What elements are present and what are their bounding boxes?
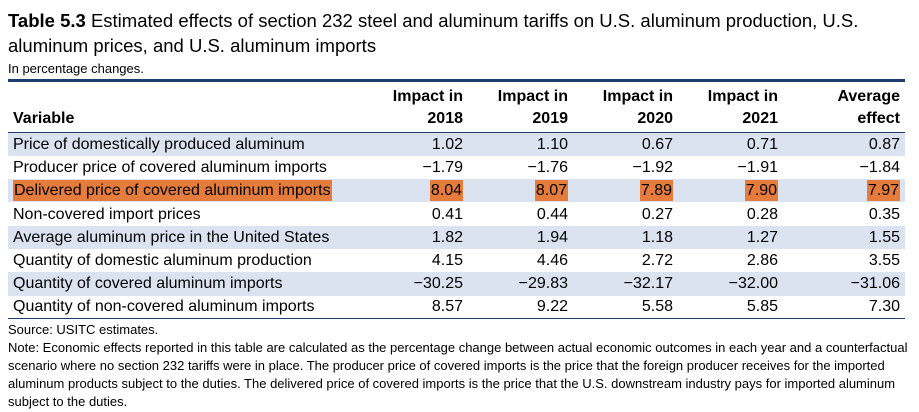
- cell-2021: −1.91: [737, 158, 778, 176]
- cell-2020: 1.18: [573, 225, 678, 249]
- cell-average: 7.97: [783, 179, 905, 203]
- cell-average: 7.30: [868, 298, 900, 316]
- cell-2018: 0.41: [431, 205, 463, 223]
- row-label: Average aluminum price in the United Sta…: [8, 225, 363, 249]
- cell-2021: 5.85: [746, 298, 778, 316]
- header-2018: Impact in 2018: [392, 88, 463, 127]
- row-label: Non-covered import prices: [13, 205, 201, 223]
- cell-2018: −1.79: [422, 158, 463, 176]
- table-row: Quantity of covered aluminum imports −30…: [8, 272, 905, 296]
- cell-2019: 1.10: [468, 132, 573, 156]
- table-row: Quantity of domestic aluminum production…: [8, 249, 905, 272]
- cell-2020: −32.17: [573, 272, 678, 296]
- cell-2021: 0.71: [678, 132, 783, 156]
- header-2020: Impact in 2020: [602, 88, 673, 127]
- row-label: Price of domestically produced aluminum: [8, 132, 363, 156]
- cell-2018: −30.25: [363, 272, 468, 296]
- cell-2019: −1.76: [527, 158, 568, 176]
- cell-2020: 2.72: [641, 252, 673, 270]
- cell-2018: 8.04: [363, 179, 468, 203]
- highlight-mark: 8.04: [429, 180, 463, 202]
- cell-2019: 0.44: [536, 205, 568, 223]
- header-average: Average effect: [837, 88, 900, 127]
- cell-2018: 1.82: [363, 225, 468, 249]
- table-row: Quantity of non-covered aluminum imports…: [8, 296, 905, 319]
- cell-2019: 4.46: [536, 252, 568, 270]
- cell-average: −1.84: [859, 158, 900, 176]
- cell-2019: 8.07: [468, 179, 573, 203]
- highlight-mark: 7.90: [744, 180, 778, 202]
- cell-average: 1.55: [783, 225, 905, 249]
- row-label: Quantity of covered aluminum imports: [8, 272, 363, 296]
- header-row: Variable Impact in 2018 Impact in 2019 Imp…: [8, 81, 905, 133]
- cell-2018: 1.02: [363, 132, 468, 156]
- table-row: Average aluminum price in the United Sta…: [8, 225, 905, 249]
- highlight-mark: 7.97: [866, 180, 900, 202]
- header-2019: Impact in 2019: [497, 88, 568, 127]
- header-2021: Impact in 2021: [707, 88, 778, 127]
- highlight-mark: Delivered price of covered aluminum impo…: [13, 180, 332, 202]
- data-table: Variable Impact in 2018 Impact in 2019 Imp…: [8, 79, 905, 320]
- cell-2020: −1.92: [632, 158, 673, 176]
- cell-2018: 4.15: [431, 252, 463, 270]
- cell-2021: −32.00: [678, 272, 783, 296]
- header-variable: Variable: [13, 110, 75, 127]
- row-label: Quantity of domestic aluminum production: [13, 252, 312, 270]
- table-subtitle: In percentage changes.: [8, 61, 144, 76]
- cell-2021: 0.28: [746, 205, 778, 223]
- cell-2020: 7.89: [573, 179, 678, 203]
- table-caption: Estimated effects of section 232 steel a…: [8, 10, 859, 56]
- cell-average: 3.55: [868, 252, 900, 270]
- row-label: Quantity of non-covered aluminum imports: [13, 298, 315, 316]
- row-label: Producer price of covered aluminum impor…: [13, 158, 327, 176]
- cell-2021: 2.86: [746, 252, 778, 270]
- highlight-mark: 8.07: [534, 180, 568, 202]
- table-number: Table 5.3: [8, 10, 86, 31]
- table-row: Producer price of covered aluminum impor…: [8, 156, 905, 179]
- table-row: Price of domestically produced aluminum …: [8, 132, 905, 156]
- table-title: Table 5.3 Estimated effects of section 2…: [8, 8, 913, 58]
- row-label: Delivered price of covered aluminum impo…: [8, 179, 363, 203]
- cell-2019: −29.83: [468, 272, 573, 296]
- cell-2019: 1.94: [468, 225, 573, 249]
- table-row: Non-covered import prices 0.41 0.44 0.27…: [8, 202, 905, 225]
- cell-average: −31.06: [783, 272, 905, 296]
- cell-2020: 5.58: [641, 298, 673, 316]
- cell-2020: 0.27: [641, 205, 673, 223]
- cell-2021: 1.27: [678, 225, 783, 249]
- cell-2019: 9.22: [536, 298, 568, 316]
- highlight-mark: 7.89: [639, 180, 673, 202]
- cell-average: 0.87: [783, 132, 905, 156]
- cell-2021: 7.90: [678, 179, 783, 203]
- table-note: Note: Economic effects reported in this …: [8, 340, 908, 409]
- cell-2020: 0.67: [573, 132, 678, 156]
- table-source: Source: USITC estimates.: [8, 322, 159, 337]
- cell-average: 0.35: [868, 205, 900, 223]
- cell-2018: 8.57: [431, 298, 463, 316]
- table-row-highlighted: Delivered price of covered aluminum impo…: [8, 179, 905, 203]
